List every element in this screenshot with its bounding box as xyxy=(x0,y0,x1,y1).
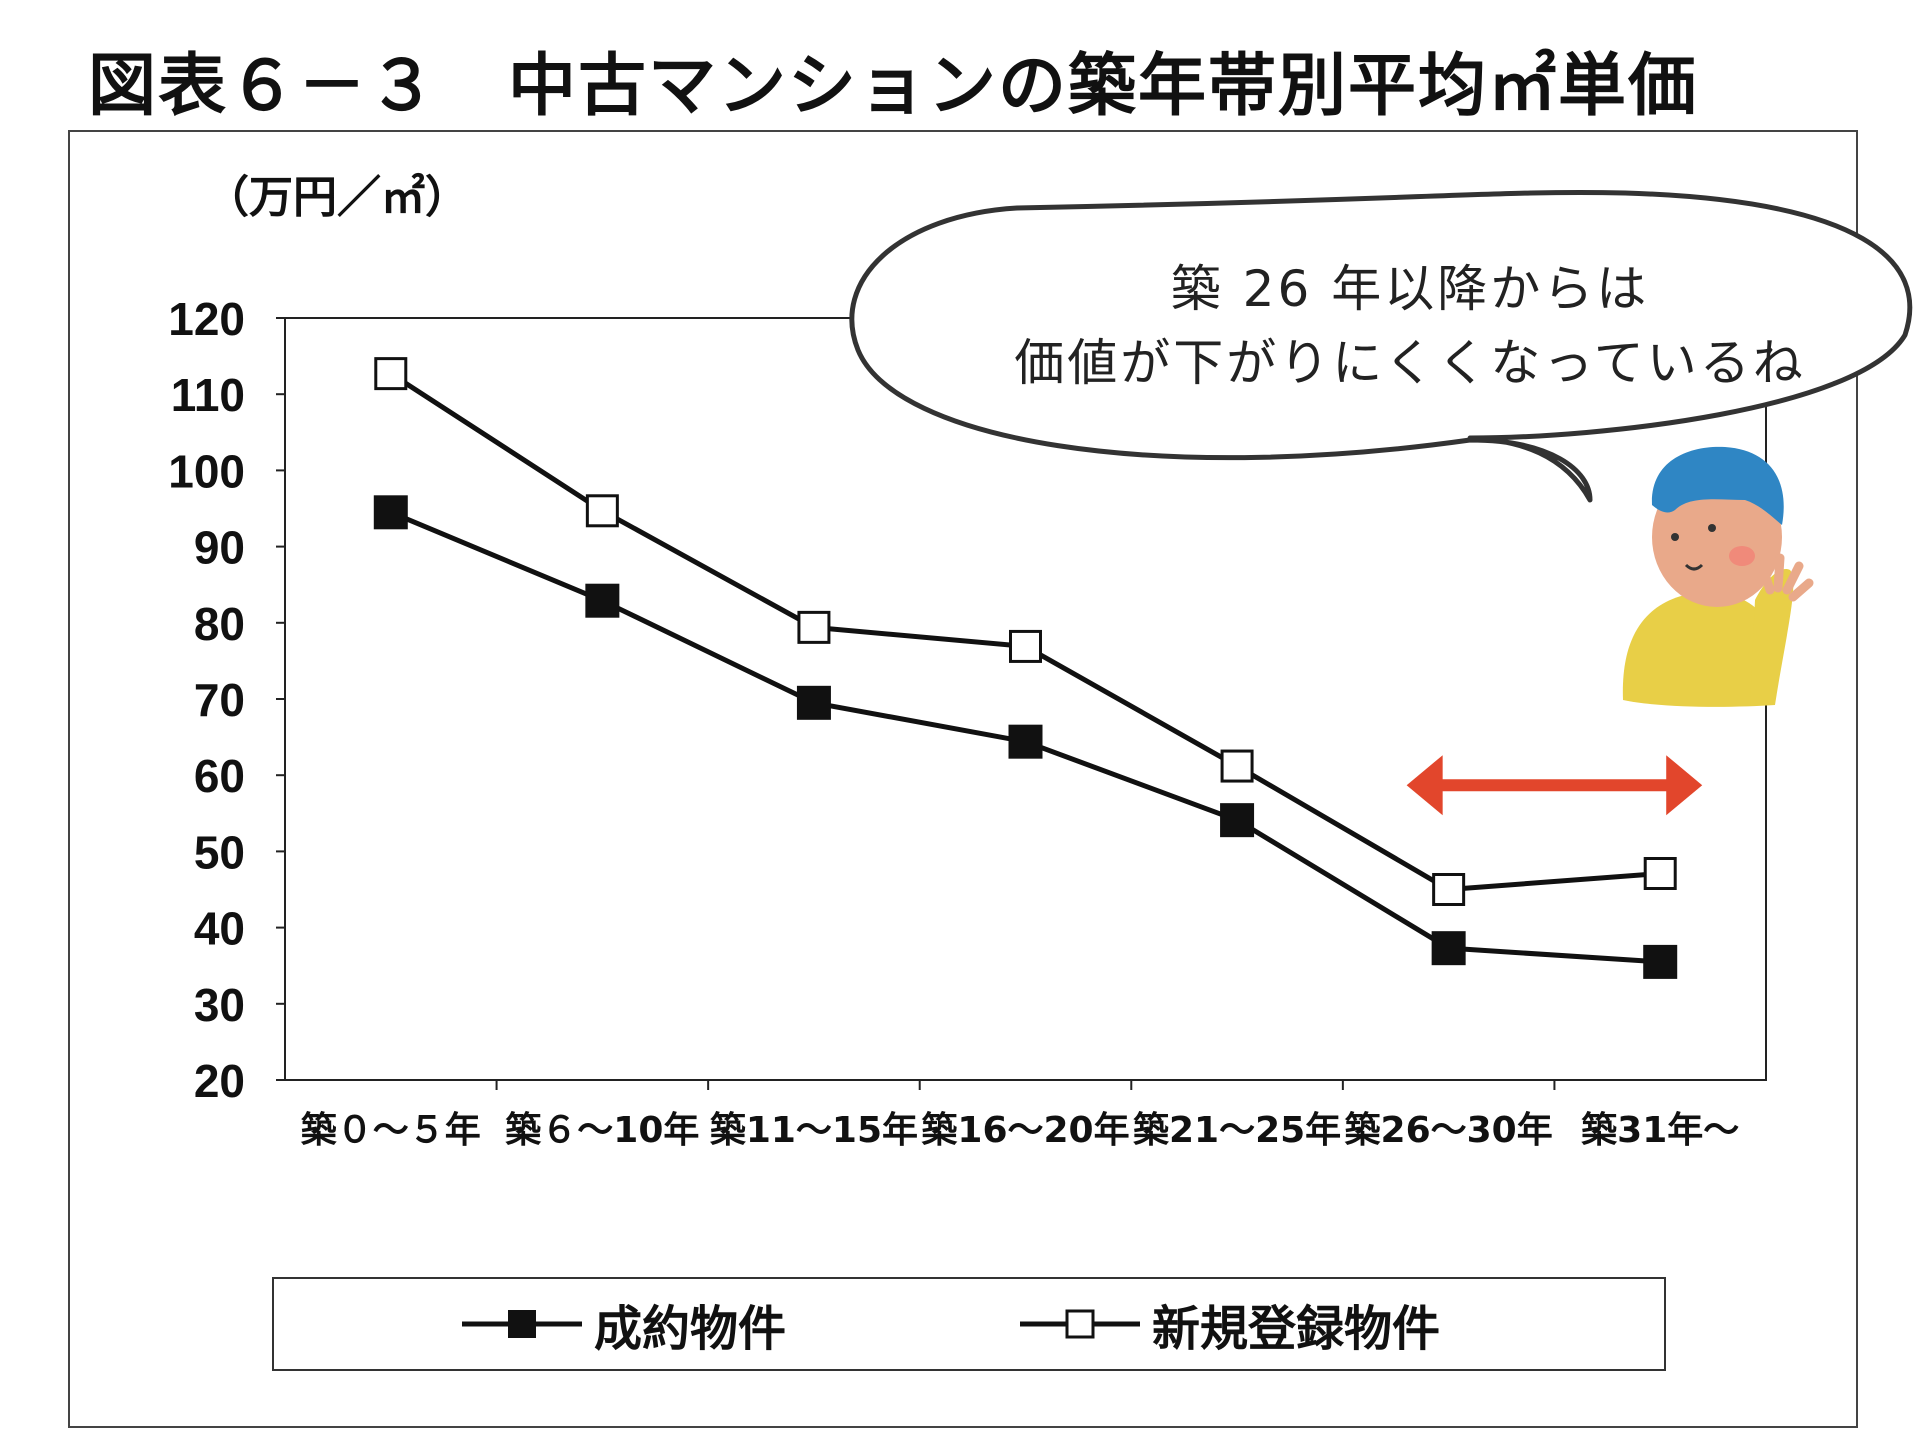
x-tick-label: 築16～20年 xyxy=(921,1110,1129,1151)
legend: 成約物件 新規登録物件 xyxy=(272,1277,1666,1371)
y-tick-label: 50 xyxy=(194,826,245,878)
data-point-series1 xyxy=(1008,724,1043,759)
x-tick-label: 築31年～ xyxy=(1581,1110,1739,1151)
data-point-series2 xyxy=(1220,749,1254,783)
y-tick-label: 70 xyxy=(194,674,245,726)
character-hand xyxy=(1757,553,1814,602)
character-mouth xyxy=(1684,563,1704,571)
character-illustration-icon xyxy=(1622,446,1814,707)
speech-bubble-line-1: 築 26 年以降からは xyxy=(1170,260,1650,318)
x-tick-label: 築26～30年 xyxy=(1345,1110,1553,1151)
open-square-marker-icon xyxy=(1020,1309,1140,1339)
speech-bubble xyxy=(849,189,1913,503)
y-tick-label: 30 xyxy=(194,979,245,1031)
y-tick-label: 100 xyxy=(168,445,245,497)
y-axis-unit-label: （万円／㎡） xyxy=(205,172,469,223)
speech-bubble-text: 築 26 年以降からは 価値が下がりにくくなっているね xyxy=(940,252,1880,400)
filled-square-marker-icon xyxy=(462,1310,582,1338)
double-arrow-left-head xyxy=(1406,755,1443,816)
character-arm xyxy=(1750,569,1794,705)
data-point-series2 xyxy=(1009,629,1042,663)
legend-item-series1: 成約物件 xyxy=(462,1279,786,1369)
data-point-series1 xyxy=(373,495,408,530)
data-point-series1 xyxy=(796,685,831,720)
data-point-series2 xyxy=(797,610,831,644)
character-shirt xyxy=(1622,592,1775,707)
data-point-series2 xyxy=(374,357,408,391)
data-point-series2 xyxy=(1432,873,1466,906)
character-eye-left xyxy=(1671,533,1679,541)
y-tick-label: 60 xyxy=(194,750,245,802)
data-point-series2 xyxy=(1643,856,1677,890)
x-tick-label: 築０～５年 xyxy=(301,1110,481,1151)
legend-label-series1: 成約物件 xyxy=(594,1301,787,1357)
x-tick-label: 築21～25年 xyxy=(1133,1110,1341,1151)
page-title: 図表６－３ 中古マンションの築年帯別平均㎡単価 xyxy=(88,47,1699,126)
y-tick-label: 80 xyxy=(194,598,245,650)
data-point-series1 xyxy=(1431,931,1466,966)
x-tick-label: 築11～15年 xyxy=(710,1110,918,1151)
y-tick-label: 120 xyxy=(168,293,245,345)
chart-frame xyxy=(68,130,1858,1428)
y-tick-label: 40 xyxy=(194,903,245,955)
character-hair xyxy=(1651,446,1784,525)
data-point-series2 xyxy=(585,494,619,528)
legend-label-series2: 新規登録物件 xyxy=(1152,1301,1441,1357)
double-arrow-right-head xyxy=(1666,755,1703,816)
speech-bubble-line-2: 価値が下がりにくくなっているね xyxy=(1014,334,1806,392)
data-point-series1 xyxy=(1643,944,1678,979)
data-point-series1 xyxy=(1220,803,1255,838)
character-cheek xyxy=(1729,546,1755,566)
x-tick-label: 築６～10年 xyxy=(505,1110,699,1151)
data-point-series1 xyxy=(585,583,620,618)
y-tick-label: 20 xyxy=(194,1055,245,1107)
legend-item-series2: 新規登録物件 xyxy=(1020,1279,1440,1369)
y-tick-label: 90 xyxy=(194,522,245,574)
y-tick-label: 110 xyxy=(171,369,245,421)
character-eye-right xyxy=(1708,524,1716,532)
